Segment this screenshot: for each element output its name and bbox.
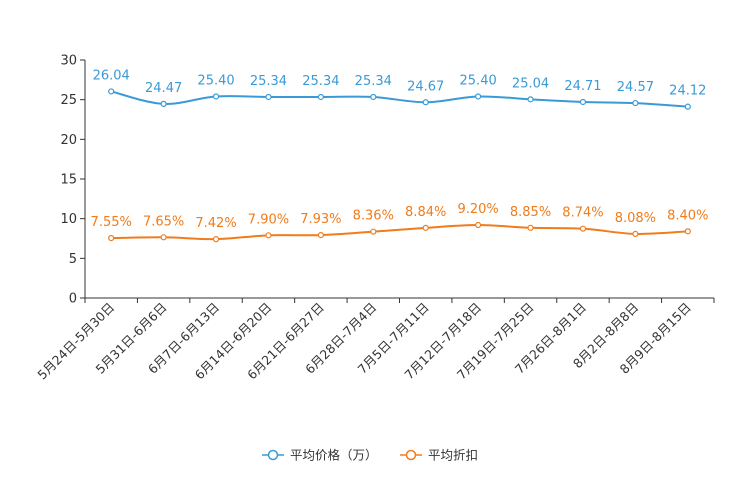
legend-marker xyxy=(405,449,417,461)
legend-item-0: 平均价格（万） xyxy=(262,448,378,463)
y-axis: 0 5 10 15 20 25 30 xyxy=(60,54,86,307)
y-tick-label: 15 xyxy=(60,173,77,188)
data-point xyxy=(632,99,639,107)
legend-item-1: 平均折扣 xyxy=(400,448,478,463)
data-point xyxy=(475,221,482,229)
data-point xyxy=(212,93,220,100)
data-point xyxy=(422,224,429,231)
data-point xyxy=(579,225,587,232)
data-point xyxy=(108,235,115,242)
y-tick-label: 10 xyxy=(60,212,77,227)
y-tick-label: 25 xyxy=(60,93,77,108)
data-point xyxy=(370,228,377,235)
data-label: 8.85% xyxy=(510,205,551,220)
data-label: 9.20% xyxy=(457,202,498,217)
x-axis: 5月24日-5月30日5月31日-6月6日6月7日-6月13日6月14日-6月2… xyxy=(34,297,715,382)
series-layer: 26.04 24.47 25.40 25.34 25.34 25.34 24.67 25.40… xyxy=(91,68,708,243)
data-point xyxy=(527,224,534,231)
data-point xyxy=(632,230,639,237)
series-0: 26.04 24.47 25.40 25.34 25.34 25.34 24.67 25.40… xyxy=(93,68,706,110)
data-point xyxy=(527,96,534,103)
data-point xyxy=(317,93,324,101)
data-point xyxy=(370,93,377,101)
y-tick-label: 0 xyxy=(69,292,77,307)
series-1: 7.55% 7.65% 7.42% 7.90% 7.93% 8.36% 8.84% 9.20%… xyxy=(91,202,708,243)
data-point xyxy=(265,232,272,239)
data-label: 24.57 xyxy=(617,80,654,95)
data-label: 7.90% xyxy=(248,212,289,227)
data-label: 8.36% xyxy=(353,209,394,224)
data-label: 25.34 xyxy=(355,74,392,89)
data-point xyxy=(579,98,587,106)
data-point xyxy=(212,236,220,243)
data-label: 25.04 xyxy=(512,76,549,91)
data-label: 7.42% xyxy=(195,216,236,231)
data-point xyxy=(160,234,167,241)
y-tick-label: 30 xyxy=(60,54,77,69)
data-label: 8.08% xyxy=(615,211,656,226)
data-point xyxy=(108,88,115,95)
series-line xyxy=(111,224,688,241)
data-label: 25.40 xyxy=(460,73,497,88)
legend-label: 平均价格（万） xyxy=(290,448,378,463)
data-label: 8.74% xyxy=(562,206,603,221)
legend-marker xyxy=(267,449,279,461)
data-label: 26.04 xyxy=(93,68,130,83)
series-line xyxy=(110,90,688,108)
data-label: 8.40% xyxy=(667,208,708,223)
data-label: 24.47 xyxy=(145,81,182,96)
data-label: 8.84% xyxy=(405,205,446,220)
data-label: 25.34 xyxy=(302,74,339,89)
y-tick-label: 5 xyxy=(69,252,77,267)
data-label: 7.65% xyxy=(143,214,184,229)
data-point xyxy=(475,93,482,100)
legend-label: 平均折扣 xyxy=(428,448,478,463)
data-label: 25.40 xyxy=(197,73,234,88)
data-point xyxy=(684,103,691,110)
data-point xyxy=(317,231,324,239)
data-label: 25.34 xyxy=(250,74,287,89)
data-label: 7.93% xyxy=(300,212,341,227)
data-label: 24.71 xyxy=(564,79,601,94)
data-label: 7.55% xyxy=(91,215,132,230)
legend: 平均价格（万） 平均折扣 xyxy=(262,448,478,463)
data-point xyxy=(265,93,272,101)
data-label: 24.67 xyxy=(407,79,444,94)
y-tick-label: 20 xyxy=(60,133,77,148)
data-point xyxy=(422,99,429,106)
data-point xyxy=(160,100,167,107)
data-label: 24.12 xyxy=(669,84,706,99)
data-point xyxy=(684,228,691,235)
